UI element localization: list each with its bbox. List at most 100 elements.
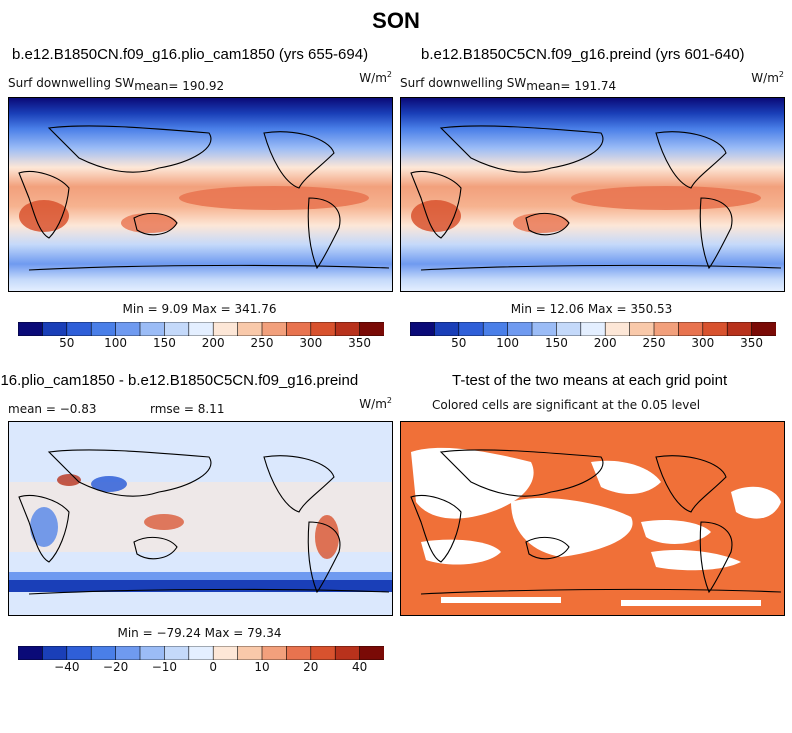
colorbar-2-cell-12 <box>310 645 336 661</box>
panel2-minmax: Min = 12.06 Max = 350.53 <box>510 302 673 316</box>
panel3-southern-band-edge <box>9 572 392 580</box>
colorbar-2-cell-1 <box>42 645 68 661</box>
colorbar-1-cell-9 <box>629 321 655 337</box>
colorbar-1-cell-11 <box>678 321 704 337</box>
colorbar-0-cell-0 <box>17 321 44 337</box>
panel3-rmse: rmse = 8.11 <box>150 402 225 416</box>
panel3-units: W/m2 <box>300 396 392 411</box>
colorbar-1-cell-7 <box>580 321 607 337</box>
colorbar-2-tick-label: 10 <box>254 660 270 674</box>
colorbar-2-cell-11 <box>286 645 312 661</box>
colorbar-1-cell-4 <box>507 321 533 337</box>
panel2-colorbar-labels: 50 100 150 200 250 300 350 <box>410 336 776 352</box>
colorbar-0-cell-5 <box>139 321 166 337</box>
panel3-minmax: Min = −79.24 Max = 79.34 <box>117 626 282 640</box>
colorbar-0-tick-label: 50 <box>59 336 75 350</box>
colorbar-1-tick-label: 100 <box>496 336 520 350</box>
colorbar-1-cell-13 <box>726 321 753 337</box>
panel3-map <box>8 421 393 616</box>
panel2-units: W/m2 <box>692 70 784 85</box>
panel2-colorbar <box>409 321 777 341</box>
panel1-colorbar <box>17 321 385 341</box>
colorbar-1-tick-label: 200 <box>593 336 617 350</box>
panel1-map-svg <box>9 98 392 291</box>
panel3-title-clip: b.e12.B1850CN.f09_g16.plio_cam1850 - b.e… <box>0 372 400 394</box>
panel1-mean: mean= 190.92 <box>134 79 225 93</box>
panel3-mean: mean = −0.83 <box>8 402 97 416</box>
colorbar-0-cell-12 <box>310 321 336 337</box>
panel3-southern-band <box>9 580 392 592</box>
colorbar-2-cell-10 <box>261 645 288 661</box>
panel1-units-base: W/m <box>359 71 387 85</box>
panel3-title: b.e12.B1850CN.f09_g16.plio_cam1850 - b.e… <box>0 372 359 389</box>
colorbar-2-cell-4 <box>115 645 141 661</box>
panel1-colorbar-labels: 50 100 150 200 250 300 350 <box>18 336 384 352</box>
colorbar-2-tick-label: 0 <box>209 660 218 674</box>
colorbar-1-tick-label: 250 <box>642 336 666 350</box>
colorbar-1-tick-label: 150 <box>544 336 568 350</box>
colorbar-1-cell-10 <box>653 321 680 337</box>
colorbar-1-cell-0 <box>409 321 436 337</box>
colorbar-2-tick-label: 40 <box>351 660 368 674</box>
colorbar-0-cell-7 <box>188 321 215 337</box>
panel4-subtitle: Colored cells are significant at the 0.0… <box>432 398 701 412</box>
colorbar-2-tick-label: −20 <box>102 660 129 674</box>
panel3-colorbar-svg <box>17 645 385 661</box>
colorbar-1-cell-12 <box>702 321 728 337</box>
colorbar-2-cell-3 <box>90 645 117 661</box>
colorbar-2-cell-0 <box>17 645 44 661</box>
panel2-africa-high <box>411 200 461 232</box>
colorbar-0-cell-6 <box>164 321 190 337</box>
colorbar-0-cell-10 <box>261 321 288 337</box>
panel4-coastlines <box>410 449 782 595</box>
colorbar-1-cell-5 <box>531 321 558 337</box>
panel1-minmax: Min = 9.09 Max = 341.76 <box>122 302 277 316</box>
panel2-coastlines <box>410 125 782 271</box>
panel1-title: b.e12.B1850CN.f09_g16.plio_cam1850 (yrs … <box>12 46 369 63</box>
colorbar-0-cell-13 <box>334 321 361 337</box>
colorbar-1-cell-14 <box>751 321 777 337</box>
colorbar-1-tick-label: 300 <box>691 336 715 350</box>
panel1-coastlines <box>18 125 390 271</box>
colorbar-0-cell-11 <box>286 321 312 337</box>
panel2-title: b.e12.B1850C5CN.f09_g16.preind (yrs 601-… <box>421 46 745 63</box>
colorbar-2-cell-5 <box>139 645 166 661</box>
panel1-variable-name: Surf downwelling SW <box>8 76 135 90</box>
panel1-africa-high <box>19 200 69 232</box>
colorbar-0-tick-label: 150 <box>152 336 176 350</box>
colorbar-0-cell-3 <box>90 321 117 337</box>
colorbar-1-cell-6 <box>556 321 582 337</box>
colorbar-2-cell-7 <box>188 645 215 661</box>
panel3-units-exp: 2 <box>386 396 392 405</box>
colorbar-2-cell-8 <box>212 645 239 661</box>
panel2-tropical-band <box>571 186 761 210</box>
panel2-map-svg <box>401 98 784 291</box>
colorbar-2-tick-label: −40 <box>54 660 80 674</box>
panel3-colorbar-labels: −40 −20 −10 0 10 20 40 <box>18 660 384 676</box>
colorbar-0-cell-2 <box>66 321 92 337</box>
panel3-asia-low <box>91 476 127 492</box>
colorbar-0-cell-9 <box>237 321 263 337</box>
panel2-variable: Surf downwelling SWmean= 191.74 <box>400 76 616 93</box>
panel2-mean: mean= 191.74 <box>526 79 617 93</box>
panel4-title: T-test of the two means at each grid poi… <box>452 372 728 389</box>
colorbar-2-tick-label: 20 <box>303 660 319 674</box>
panel2-units-exp: 2 <box>778 70 784 79</box>
page-title: SON <box>372 8 420 33</box>
panel2-variable-name: Surf downwelling SW <box>400 76 527 90</box>
panel1-units-exp: 2 <box>386 70 392 79</box>
panel3-map-svg <box>9 422 392 615</box>
colorbar-1-tick-label: 50 <box>451 336 467 350</box>
colorbar-0-tick-label: 350 <box>348 336 372 350</box>
panel3-indonesia-high <box>144 514 184 530</box>
panel1-variable: Surf downwelling SWmean= 190.92 <box>8 76 224 93</box>
panel1-tropical-band <box>179 186 369 210</box>
colorbar-0-tick-label: 200 <box>201 336 225 350</box>
colorbar-2-cell-14 <box>359 645 385 661</box>
panel3-coastlines <box>18 449 390 595</box>
colorbar-2-cell-13 <box>334 645 361 661</box>
colorbar-0-cell-14 <box>359 321 385 337</box>
colorbar-1-cell-2 <box>458 321 484 337</box>
colorbar-1-cell-1 <box>434 321 460 337</box>
panel3-africa-low <box>30 507 58 547</box>
